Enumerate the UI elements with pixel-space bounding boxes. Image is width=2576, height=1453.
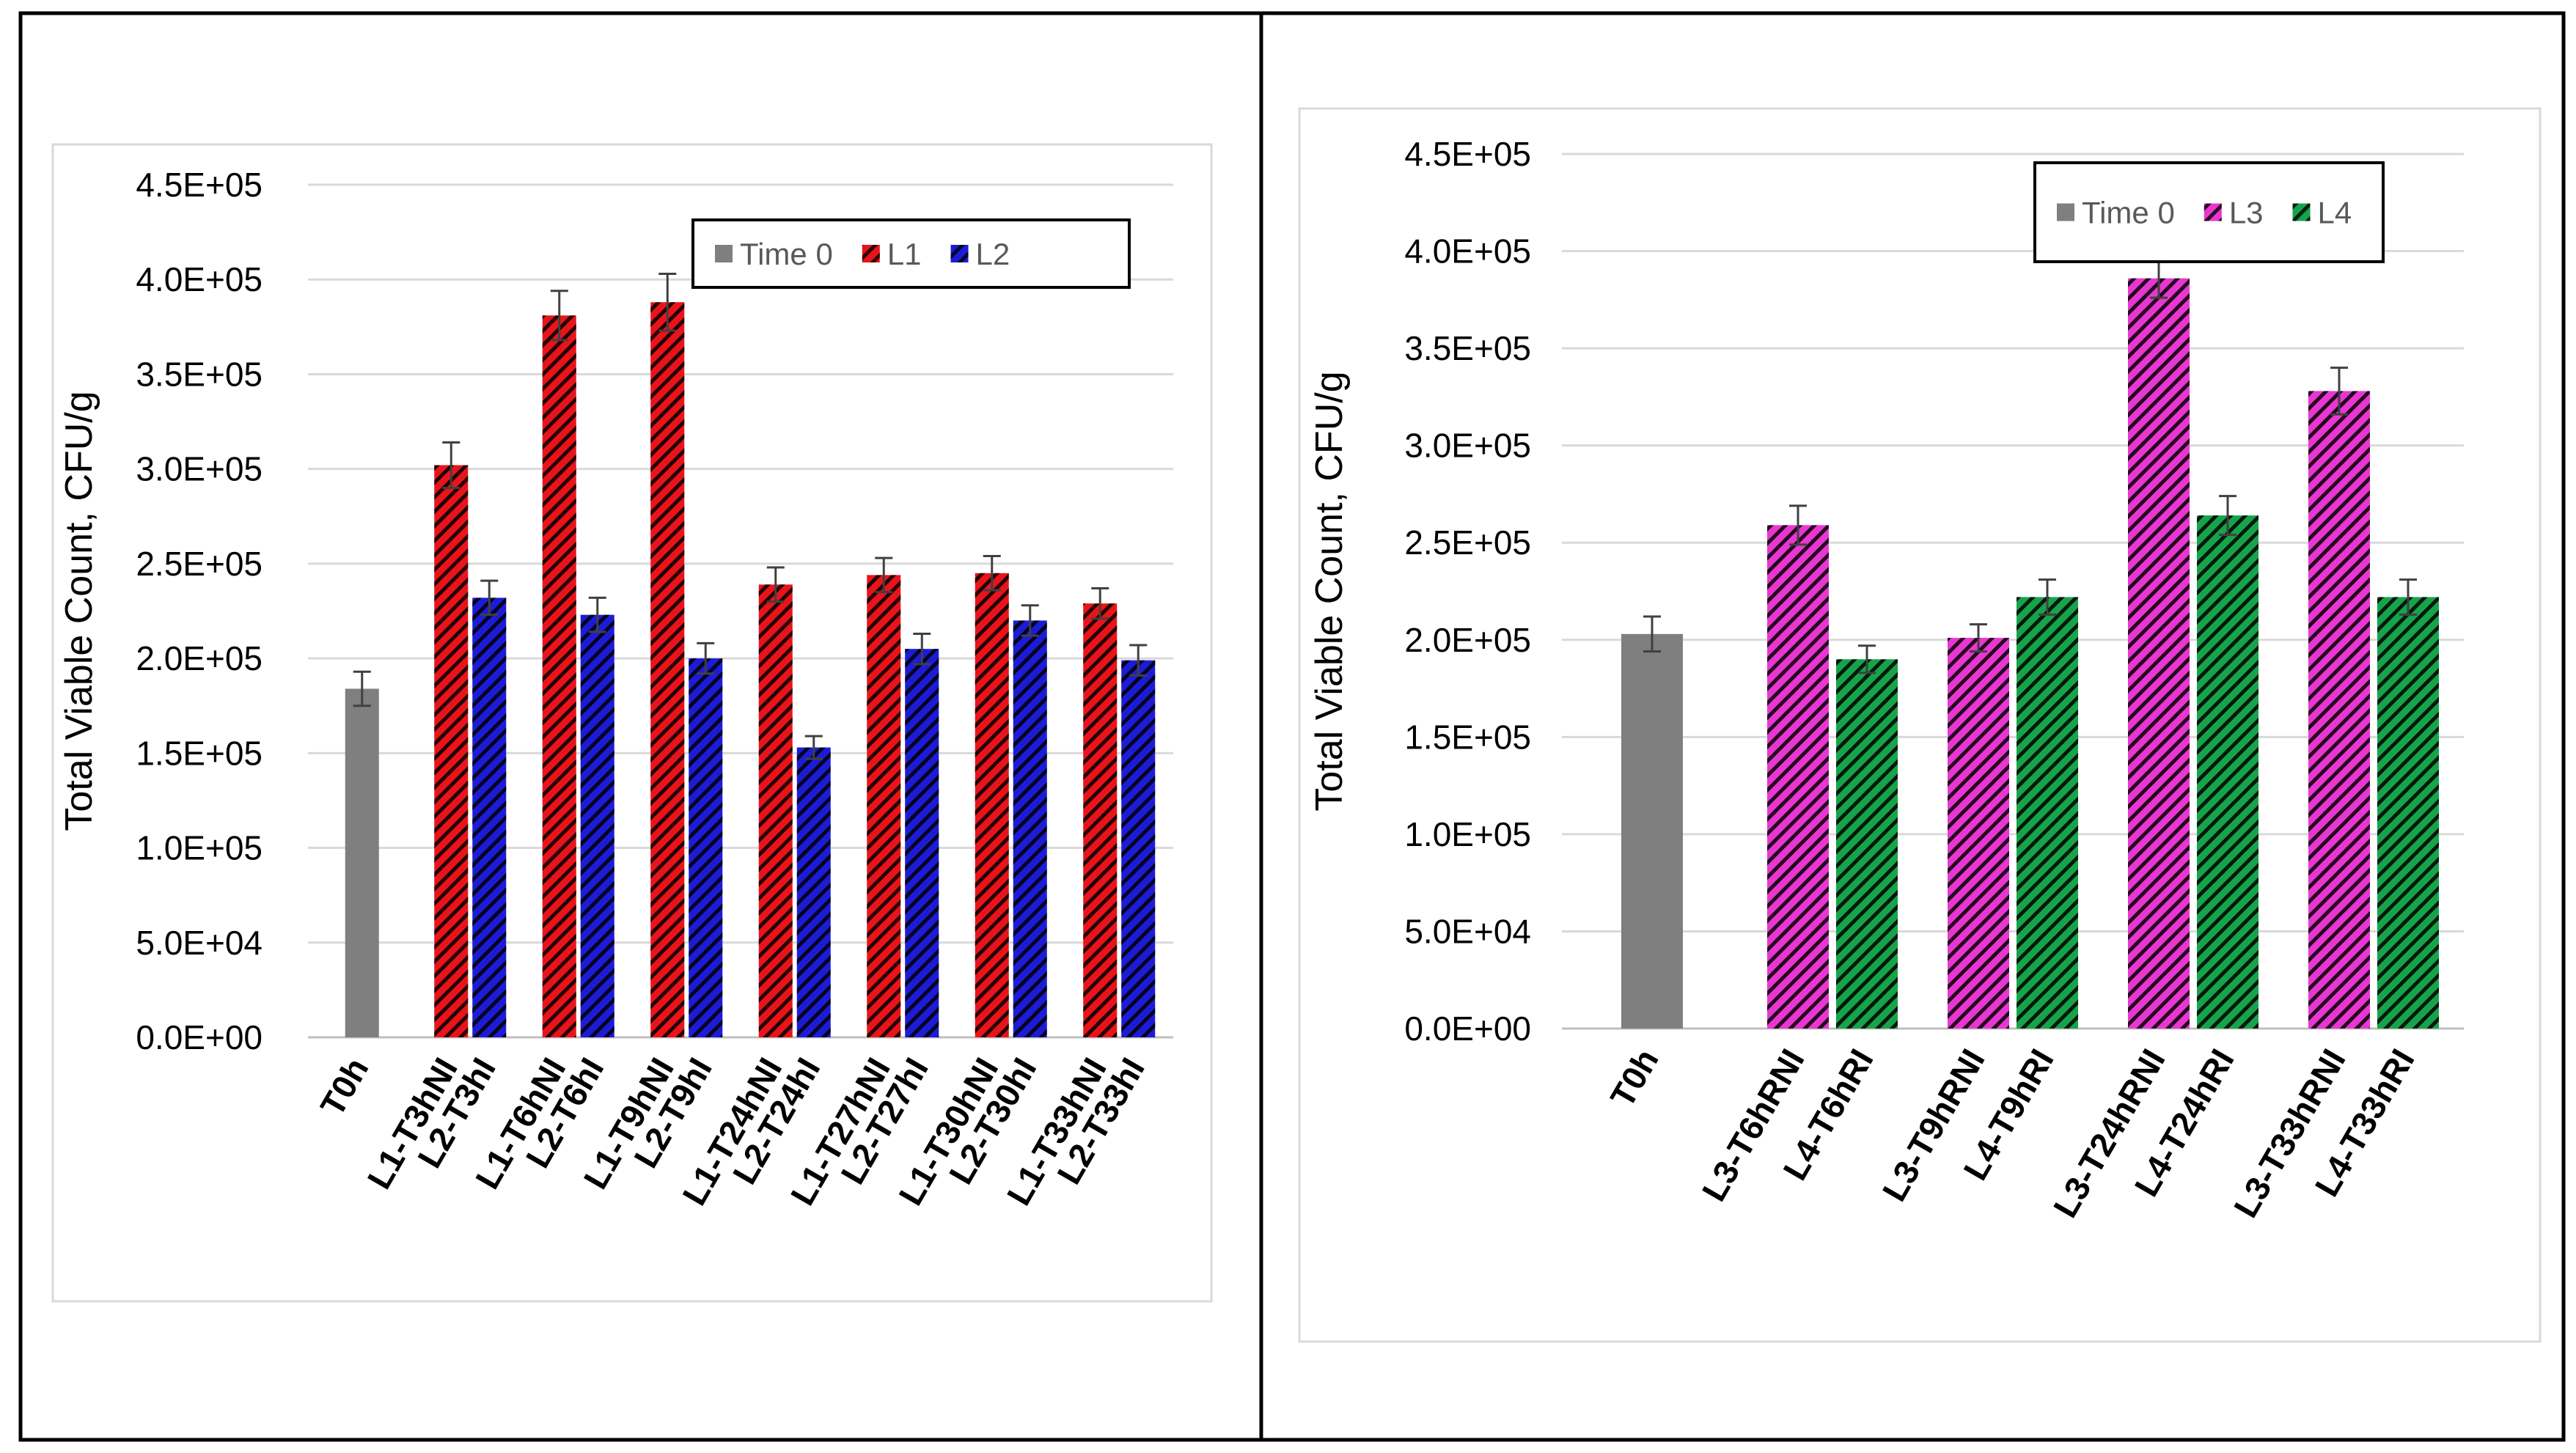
chart-left-legend-swatch-hatching (950, 245, 969, 262)
chart-left-bar-l1-hatching (434, 465, 469, 1037)
chart-left-bar-l2-hatching (472, 597, 507, 1037)
chart-left-y-tick-label: 5.0E+04 (136, 924, 263, 962)
chart-left-bar-l1-hatching (650, 302, 685, 1037)
chart-left-bar-l2-hatching (689, 658, 723, 1037)
chart-right-y-tick-label: 1.0E+05 (1404, 815, 1531, 853)
chart-left-legend-box (691, 218, 1131, 289)
chart-left-y-tick-label: 2.5E+05 (136, 545, 263, 583)
chart-right: 0.0E+00 5.0E+04 1.0E+05 1.5E+05 2.0E+05 2.5E+… (1298, 107, 2542, 1343)
chart-left-bar-l2-hatching (1013, 620, 1047, 1037)
chart-left-y-tick-label: 2.0E+05 (136, 639, 263, 677)
chart-left-y-tick-label: 0.0E+00 (136, 1018, 263, 1056)
chart-right-legend-swatch-hatching (2292, 203, 2311, 221)
chart-right-legend-label-time0: Time 0 (2082, 196, 2175, 230)
chart-left-y-tick-label: 4.5E+05 (136, 166, 263, 204)
chart-left-bars (345, 272, 1156, 1037)
chart-left-legend-label-l1: L1 (887, 237, 922, 271)
chart-left-bar-l1-hatching (758, 584, 793, 1037)
chart-left-bar-l2-hatching (905, 649, 939, 1037)
chart-right-y-tick-label: 4.5E+05 (1404, 135, 1531, 173)
chart-left-legend-swatch-hatching (862, 245, 880, 262)
chart-right-bar-time0 (1621, 633, 1683, 1029)
chart-left-y-tick-label: 3.5E+05 (136, 355, 263, 393)
chart-right-y-tick-label: 4.0E+05 (1404, 232, 1531, 271)
chart-right-legend-swatch-hatching (2203, 203, 2222, 221)
chart-right-bar-l4-hatching (2377, 597, 2439, 1029)
chart-left-legend-label-time0: Time 0 (740, 237, 833, 271)
chart-left-legend-swatch-time0 (715, 245, 733, 262)
chart-left-y-tick-label: 3.0E+05 (136, 450, 263, 488)
chart-right-bar-l4-hatching (2197, 515, 2258, 1029)
chart-right-bar-l4-hatching (1836, 659, 1898, 1029)
chart-right-bars (1621, 257, 2439, 1029)
chart-left: 0.0E+00 5.0E+04 1.0E+05 1.5E+05 2.0E+05 2.5E+… (51, 143, 1213, 1303)
chart-left-y-tick-label: 1.5E+05 (136, 734, 263, 772)
chart-right-y-tick-label: 2.0E+05 (1404, 621, 1531, 659)
chart-right-bar-l3-hatching (1767, 525, 1829, 1029)
chart-right-y-axis-title: Total Viable Count, CFU/g (1308, 371, 1351, 811)
chart-right-legend-label-l4: L4 (2318, 196, 2352, 230)
chart-right-y-tick-label: 2.5E+05 (1404, 523, 1531, 562)
chart-left-bar-l1-hatching (975, 573, 1009, 1037)
chart-left-y-tick-label: 1.0E+05 (136, 829, 263, 867)
chart-left-bar-l2-hatching (580, 614, 614, 1037)
chart-right-y-tick-label: 3.5E+05 (1404, 329, 1531, 367)
chart-right-bar-l4-hatching (2017, 597, 2078, 1029)
chart-left-bar-l2-hatching (1121, 660, 1156, 1037)
chart-left-bar-l1-hatching (1083, 603, 1118, 1037)
chart-left-legend-label-l2: L2 (976, 237, 1010, 271)
chart-left-y-tick-labels: 0.0E+00 5.0E+04 1.0E+05 1.5E+05 2.0E+05 2.5E+… (136, 166, 263, 1056)
chart-right-y-tick-label: 1.5E+05 (1404, 718, 1531, 756)
chart-left-y-tick-label: 4.0E+05 (136, 260, 263, 298)
chart-left-bar-l1-hatching (542, 315, 576, 1037)
chart-right-y-tick-label: 5.0E+04 (1404, 912, 1531, 950)
chart-right-bar-l3-hatching (2128, 278, 2190, 1029)
chart-right-bar-l3-hatching (1948, 638, 2009, 1029)
chart-left-bar-time0 (345, 688, 379, 1037)
chart-right-bar-l3-hatching (2308, 391, 2370, 1029)
chart-left-legend: Time 0 L1 L2 (691, 218, 1131, 289)
chart-right-legend-label-l3: L3 (2229, 196, 2264, 230)
chart-right-legend-swatch-time0 (2057, 203, 2074, 221)
chart-right-y-tick-labels: 0.0E+00 5.0E+04 1.0E+05 1.5E+05 2.0E+05 2.5E+… (1404, 135, 1531, 1048)
chart-left-y-axis-title: Total Viable Count, CFU/g (58, 391, 100, 831)
chart-right-y-tick-label: 3.0E+05 (1404, 427, 1531, 465)
chart-left-bar-l1-hatching (867, 575, 901, 1037)
chart-right-y-tick-label: 0.0E+00 (1404, 1009, 1531, 1048)
chart-right-legend: Time 0 L3 L4 (2033, 161, 2385, 263)
chart-left-bar-l2-hatching (796, 747, 831, 1037)
